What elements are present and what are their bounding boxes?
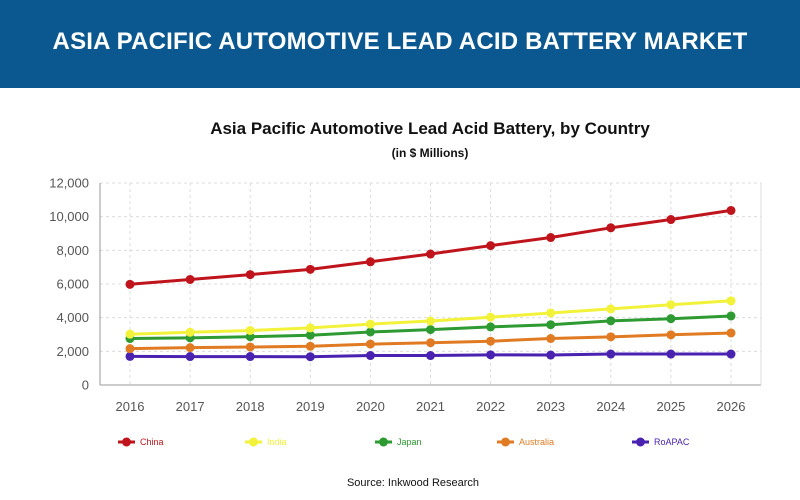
data-point-roapac [305,352,315,362]
data-point-china [245,270,255,280]
data-point-india [305,323,315,333]
x-tick-label: 2019 [296,399,325,414]
data-point-australia [666,330,676,340]
header-banner [0,0,800,88]
data-point-india [125,329,135,339]
data-point-australia [245,342,255,352]
data-point-roapac [245,352,255,362]
data-point-australia [426,338,435,348]
data-point-roapac [606,349,616,359]
x-tick-label: 2022 [476,399,505,414]
data-point-australia [486,336,496,346]
data-point-roapac [125,351,135,361]
data-point-roapac [185,352,195,362]
chart-title: Asia Pacific Automotive Lead Acid Batter… [210,119,650,138]
data-point-india [426,316,435,326]
data-point-japan [245,332,255,342]
data-point-japan [426,325,435,335]
data-point-india [486,312,496,322]
data-point-india [666,300,676,310]
x-tick-label: 2016 [116,399,145,414]
data-point-india [365,319,375,329]
legend-label-australia: Australia [519,437,554,447]
source-note: Source: Inkwood Research [346,477,480,489]
data-point-roapac [365,351,375,361]
legend-label-japan: Japan [397,437,422,447]
data-point-roapac [486,350,496,360]
data-point-japan [546,320,556,330]
data-point-china [486,241,496,251]
data-point-china [305,264,315,274]
data-point-japan [305,330,315,340]
y-tick-label: 12,000 [49,176,89,191]
chart-subtitle: (in $ Millions) [391,146,469,160]
banner-title: ASIA PACIFIC AUTOMOTIVE LEAD ACID BATTER… [52,28,748,55]
x-tick-label: 2017 [176,399,205,414]
data-point-roapac [726,349,736,359]
data-point-india [546,308,556,318]
y-tick-label: 6,000 [56,277,89,292]
legend-marker-china [122,437,131,447]
y-tick-label: 10,000 [49,209,89,224]
data-point-india [245,325,255,335]
legend-marker-australia [501,437,510,447]
data-point-china [365,257,375,267]
data-point-australia [305,341,315,351]
legend-label-china: China [140,437,164,447]
data-point-australia [726,328,736,338]
data-point-china [185,274,195,284]
data-point-japan [666,314,676,324]
data-point-japan [365,327,375,337]
data-point-china [546,233,556,243]
data-point-roapac [546,350,556,360]
legend-marker-roapac [636,437,645,447]
y-tick-label: 2,000 [56,344,89,359]
legend-label-roapac: RoAPAC [654,437,690,447]
data-point-roapac [426,351,435,361]
data-point-india [185,327,195,337]
line-chart: 0 2,000 4,000 6,000 8,000 10,000 12,000 2016 201… [49,176,762,447]
legend-marker-india [249,437,258,447]
data-point-australia [365,339,375,349]
x-tick-label: 2021 [416,399,445,414]
x-tick-label: 2024 [596,399,625,414]
y-tick-label: 0 [82,378,89,393]
x-tick-label: 2023 [536,399,565,414]
y-tick-label: 4,000 [56,310,89,325]
x-tick-label: 2018 [236,399,265,414]
data-point-china [426,249,435,259]
x-tick-label: 2025 [656,399,685,414]
data-point-australia [606,332,616,342]
x-tick-label: 2020 [356,399,385,414]
data-point-australia [125,344,135,354]
data-point-australia [546,334,556,344]
legend-marker-japan [379,437,388,447]
x-tick-label: 2026 [717,399,746,414]
data-point-china [726,205,736,215]
y-tick-label: 8,000 [56,243,89,258]
data-point-china [125,279,135,289]
data-point-china [606,223,616,233]
data-point-china [666,215,676,225]
data-point-india [726,296,736,306]
data-point-australia [185,343,195,353]
data-point-roapac [666,349,676,359]
data-point-india [606,304,616,314]
data-point-japan [606,316,616,326]
legend-label-india: India [267,437,287,447]
data-point-japan [726,311,736,321]
data-point-japan [486,322,496,332]
